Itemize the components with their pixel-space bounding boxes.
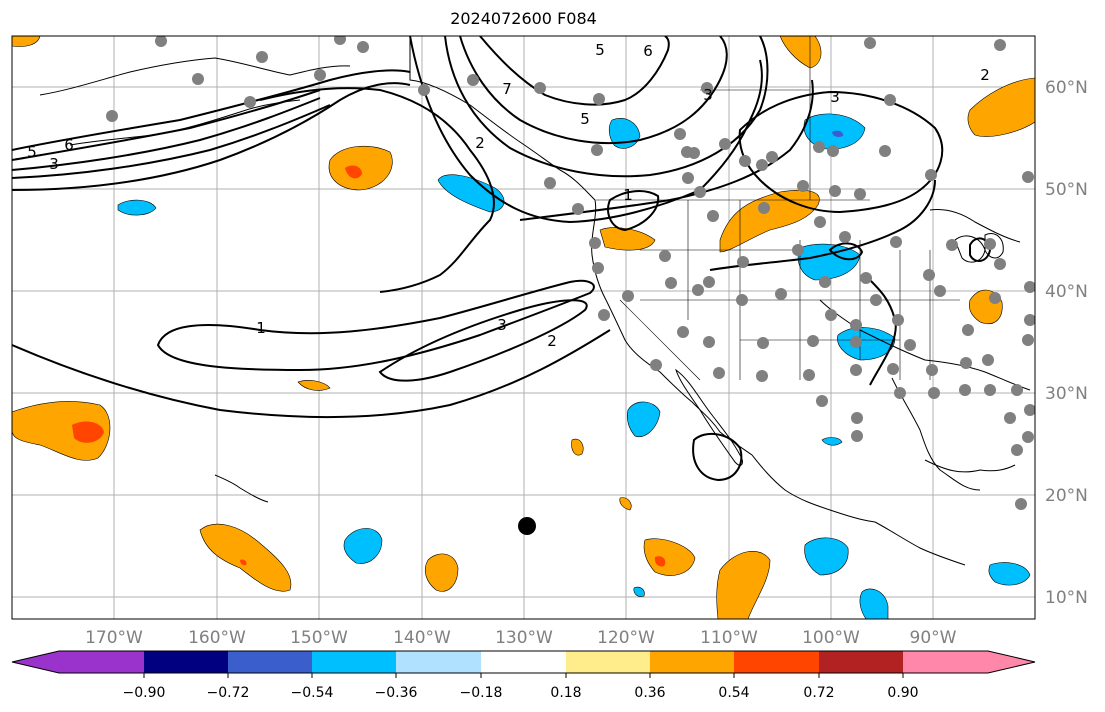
colorbar-label: −0.36 [375,685,418,701]
colorbar-segment-5 [481,651,566,673]
contour-label: 5 [595,41,605,59]
lat-label: 20°N [1045,486,1088,506]
colorbar-outline [11,650,1036,674]
colorbar-label: 0.36 [634,685,665,701]
colorbar-segment-1 [144,651,229,673]
contour-label: 2 [475,134,485,152]
contour-lines [12,36,992,482]
longitude-labels: 170°W 160°W 150°W 140°W 130°W 120°W 110°… [85,628,957,648]
strong-negative-anomaly-fill [832,130,844,137]
contour-label: 2 [547,332,557,350]
colorbar-label: 0.18 [550,685,581,701]
latitude-labels: 60°N 50°N 40°N 30°N 20°N 10°N [1045,78,1088,608]
colorbar-segment-4 [396,651,481,673]
colorbar-segment-7 [650,651,735,673]
black-marker [518,517,536,535]
lat-label: 60°N [1045,78,1088,98]
lon-label: 110°W [700,628,758,648]
colorbar-segment-10 [903,651,1035,673]
colorbar-segment-9 [819,651,904,673]
colorbar-label: 0.72 [803,685,834,701]
positive-anomaly-fills [12,36,1035,619]
contour-label: 3 [830,88,840,106]
lat-label: 50°N [1045,180,1088,200]
lon-label: 120°W [597,628,655,648]
contour-label: 1 [623,186,633,204]
contour-label: 3 [703,86,713,104]
map-title: 2024072600 F084 [450,9,597,28]
strong-positive-anomaly-fills [72,165,666,567]
lon-label: 140°W [393,628,451,648]
station-markers [106,36,1035,510]
colorbar-segment-6 [566,651,651,673]
contour-label: 2 [980,66,990,84]
colorbar-label: 0.54 [718,685,749,701]
colorbar-label: 0.90 [887,685,918,701]
colorbar-label: −0.90 [123,685,166,701]
lon-label: 150°W [290,628,348,648]
colorbar-label: −0.54 [291,685,334,701]
lon-label: 130°W [495,628,553,648]
lat-label: 10°N [1045,588,1088,608]
colorbar-label: −0.72 [207,685,250,701]
contour-label: 7 [502,80,512,98]
colorbar-label: −0.18 [460,685,503,701]
lon-label: 90°W [910,628,957,648]
contour-label: 6 [64,136,74,154]
lat-label: 40°N [1045,282,1088,302]
negative-anomaly-fills [117,113,1031,619]
contour-label: 3 [497,316,507,334]
lat-label: 30°N [1045,384,1088,404]
coastlines [39,36,1031,566]
colorbar-segment-2 [228,651,313,673]
contour-label: 5 [27,143,37,161]
lon-label: 100°W [802,628,860,648]
contour-label: 6 [643,42,653,60]
contour-label: 1 [256,319,266,337]
lon-label: 160°W [188,628,246,648]
colorbar-segment-3 [312,651,397,673]
colorbar-segment-8 [734,651,819,673]
contour-label: 3 [49,155,59,173]
lon-label: 170°W [85,628,143,648]
map-frame [11,35,1036,620]
colorbar: −0.90 −0.72 −0.54 −0.36 −0.18 0.18 0.36 … [11,650,1036,701]
contour-labels: 5 6 3 5 6 2 7 5 3 3 2 1 3 2 1 [27,41,990,350]
contour-label: 5 [580,110,590,128]
colorbar-segment-0 [12,651,144,673]
